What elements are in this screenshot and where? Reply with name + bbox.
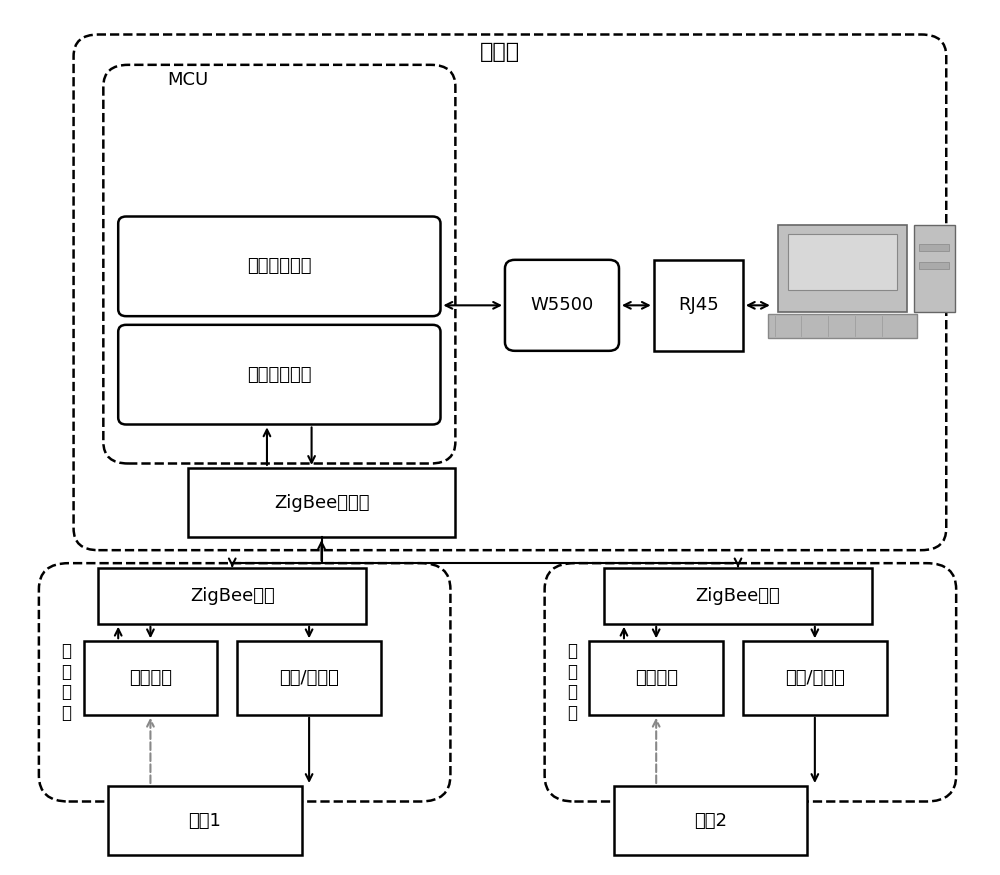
Text: 电器1: 电器1 <box>189 812 221 829</box>
Text: ZigBee终端: ZigBee终端 <box>696 586 780 605</box>
FancyBboxPatch shape <box>505 260 619 351</box>
Bar <box>98 568 366 624</box>
Bar <box>654 260 743 351</box>
FancyBboxPatch shape <box>914 225 955 312</box>
Text: 智
能
插
座: 智 能 插 座 <box>62 641 72 722</box>
Text: MCU: MCU <box>167 72 208 89</box>
Text: 电流检测: 电流检测 <box>635 669 678 687</box>
Bar <box>614 786 807 855</box>
FancyBboxPatch shape <box>118 325 441 424</box>
FancyBboxPatch shape <box>778 225 907 312</box>
Bar <box>604 568 872 624</box>
Text: ZigBee协调器: ZigBee协调器 <box>274 493 369 512</box>
Bar <box>84 641 217 715</box>
Bar <box>743 641 887 715</box>
Text: 人机交互界面: 人机交互界面 <box>248 366 312 383</box>
Bar <box>108 786 302 855</box>
Text: 负荷控制策略: 负荷控制策略 <box>248 257 312 276</box>
Text: W5500: W5500 <box>530 297 594 314</box>
FancyBboxPatch shape <box>768 313 917 338</box>
Bar <box>589 641 723 715</box>
Text: RJ45: RJ45 <box>678 297 719 314</box>
Text: ZigBee终端: ZigBee终端 <box>190 586 275 605</box>
Text: 控制器: 控制器 <box>480 42 520 62</box>
Text: 红外/继电器: 红外/继电器 <box>279 669 339 687</box>
Text: 电流检测: 电流检测 <box>129 669 172 687</box>
Bar <box>919 262 949 269</box>
Text: 电器2: 电器2 <box>694 812 727 829</box>
Bar <box>919 244 949 251</box>
Bar <box>237 641 381 715</box>
Bar <box>788 234 897 290</box>
Text: 智
能
插
座: 智 能 插 座 <box>567 641 577 722</box>
Text: 红外/继电器: 红外/继电器 <box>785 669 845 687</box>
Bar <box>188 468 455 537</box>
FancyBboxPatch shape <box>118 216 441 316</box>
